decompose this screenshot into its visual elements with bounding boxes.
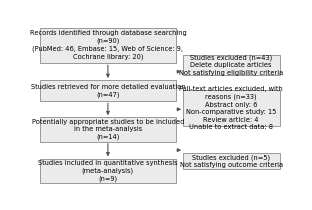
FancyBboxPatch shape <box>183 153 280 169</box>
Text: Studies retrieved for more detailed evaluation
(n=47): Studies retrieved for more detailed eval… <box>31 84 185 98</box>
FancyBboxPatch shape <box>183 55 280 75</box>
FancyBboxPatch shape <box>183 90 280 126</box>
Text: Studies excluded (n=43)
Delete duplicate articles
Not satisfying eligibility cri: Studies excluded (n=43) Delete duplicate… <box>179 54 283 76</box>
FancyBboxPatch shape <box>40 117 176 142</box>
FancyBboxPatch shape <box>40 80 176 101</box>
Text: Full-text articles excluded, with
reasons (n=33)
Abstract only: 6
Non-comparativ: Full-text articles excluded, with reason… <box>179 86 283 130</box>
FancyBboxPatch shape <box>40 159 176 183</box>
Text: Studies excluded (n=5)
Not satisfying outcome criteria: Studies excluded (n=5) Not satisfying ou… <box>180 154 283 168</box>
Text: Records identified through database searching
(n=90)
(PubMed: 46, Embase: 15, We: Records identified through database sear… <box>30 30 186 60</box>
Text: Studies included in quantitative synthesis
(meta-analysis)
(n=9): Studies included in quantitative synthes… <box>38 160 178 182</box>
FancyBboxPatch shape <box>40 28 176 63</box>
Text: Potentially appropriate studies to be included
in the meta-analysis
(n=14): Potentially appropriate studies to be in… <box>32 119 184 140</box>
